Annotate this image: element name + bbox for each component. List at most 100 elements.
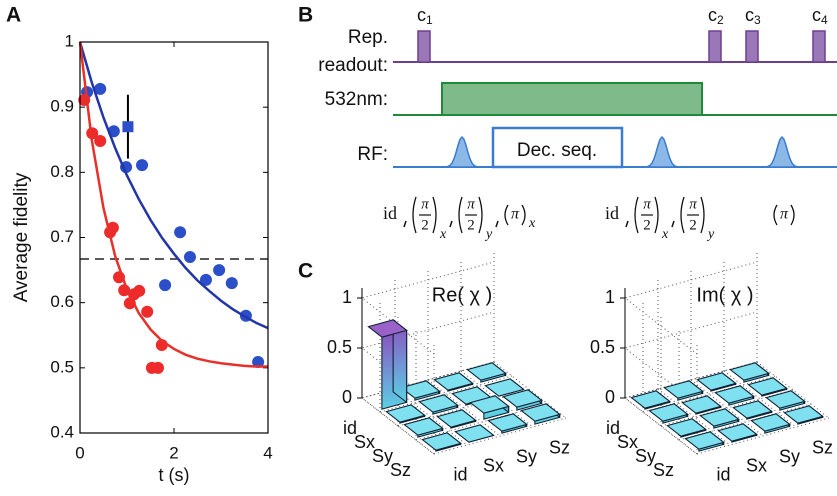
floor-grid (678, 403, 812, 441)
paren (790, 204, 795, 226)
paren (521, 204, 526, 226)
bar (418, 393, 459, 415)
floor-grid (493, 361, 567, 419)
paren (680, 196, 685, 234)
row-label: Sy (372, 446, 393, 466)
point (225, 277, 238, 290)
bar-top (403, 417, 444, 436)
bar (750, 412, 791, 434)
z-tick-label: 1 (342, 287, 352, 307)
floor-grid (690, 379, 764, 437)
readout-sub: 4 (821, 13, 828, 27)
floor-grid (394, 388, 468, 446)
seq-num: π (643, 196, 651, 212)
bar (747, 376, 788, 397)
y-tick-label: 0.7 (50, 227, 74, 246)
row-label: Sx (354, 432, 375, 452)
readout-label: c4 (812, 5, 828, 27)
bar (421, 431, 462, 452)
readout-label: c3 (745, 5, 761, 27)
floor-grid (379, 375, 513, 413)
bar-top (433, 372, 474, 391)
bar (717, 422, 758, 443)
panel-label: C (298, 260, 313, 283)
seq-num: π (780, 206, 789, 223)
bar (696, 371, 737, 392)
paren (432, 196, 437, 234)
row-label: Rep. (348, 27, 388, 48)
col-label: id (716, 464, 730, 484)
bar-top (466, 362, 507, 381)
floor-grid (642, 375, 776, 413)
bar (484, 378, 525, 397)
bar (765, 389, 806, 411)
bar (663, 379, 704, 401)
bar-top (663, 380, 704, 399)
x-axis-label: t (s) (159, 465, 190, 485)
floor-grid (415, 403, 549, 441)
bar (783, 404, 824, 425)
floor-grid (433, 417, 567, 455)
point (152, 361, 165, 374)
point (94, 135, 107, 148)
rf-pulse (639, 135, 685, 168)
paren (634, 196, 639, 234)
bar-top (729, 362, 770, 381)
bar (666, 417, 707, 438)
point (183, 251, 196, 264)
point (174, 226, 187, 239)
dec-box (491, 126, 624, 169)
seq-num: π (511, 206, 520, 223)
z-tick-label: 0 (342, 387, 352, 407)
seq-prefix: id (605, 203, 619, 223)
bar (681, 394, 722, 415)
bar (433, 371, 474, 392)
paren (700, 196, 705, 234)
seq-den: 2 (467, 217, 475, 233)
panel-label: B (298, 4, 313, 27)
bar-top (630, 390, 671, 409)
col-label: Sz (812, 437, 833, 457)
bar (487, 412, 528, 434)
bar (699, 407, 740, 429)
x-tick-label: 2 (169, 443, 178, 462)
comma (625, 220, 629, 228)
y-tick-label: 0.4 (50, 422, 74, 441)
z-tick-label: 0 (605, 387, 615, 407)
y-tick-label: 0.9 (50, 97, 74, 116)
point (141, 305, 154, 318)
bar-top (666, 418, 707, 437)
fit-line (78, 41, 269, 330)
seq-sub: y (706, 227, 715, 242)
bar (520, 402, 561, 425)
bar (729, 361, 770, 383)
floor-grid (756, 361, 830, 419)
readout-base: c (708, 5, 717, 25)
dec-label: Dec. seq. (517, 140, 597, 161)
rf-pulse (439, 135, 485, 168)
bar-top (765, 390, 806, 409)
z-tick-label: 0.5 (327, 337, 352, 357)
comma (495, 220, 499, 228)
comma (403, 220, 407, 228)
point (213, 264, 226, 277)
plot-frame (79, 41, 269, 434)
col-label: Sz (549, 437, 570, 457)
row-label: Sz (653, 460, 674, 480)
bar-top (418, 394, 459, 413)
floor-grid (361, 397, 435, 455)
seq-sub: x (661, 227, 669, 242)
bar (630, 389, 671, 410)
seq-den: 2 (421, 217, 429, 233)
floor-grid (460, 370, 534, 428)
bar-top (520, 403, 561, 422)
bar-top (732, 400, 773, 419)
bar-top (487, 413, 528, 432)
point (159, 279, 172, 292)
floor-grid (397, 389, 531, 427)
y-tick-label: 0.6 (50, 292, 74, 311)
bar-top (367, 319, 408, 338)
point (133, 284, 146, 297)
seq-sub: y (484, 227, 493, 242)
